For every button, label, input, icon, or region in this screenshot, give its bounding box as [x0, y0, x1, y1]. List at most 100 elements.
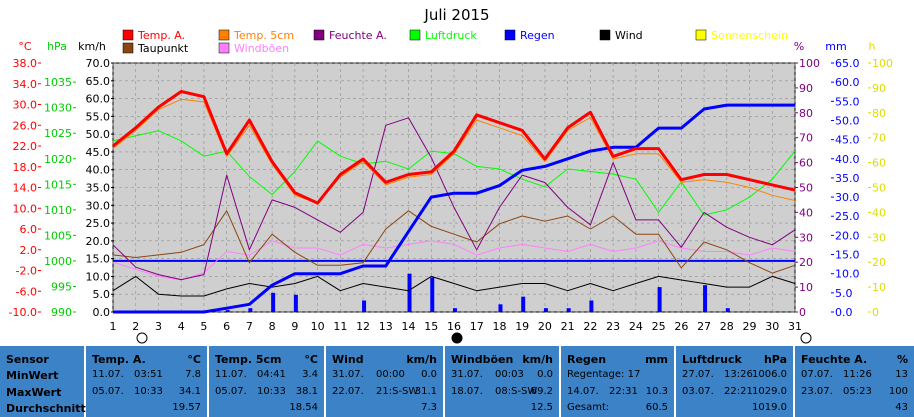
stats-row: MinWert	[6, 369, 78, 383]
stats-cell: 13:26	[724, 369, 753, 380]
axis-tick-label: 90	[799, 82, 813, 95]
rain-bar	[566, 308, 571, 312]
axis-tick-label: 0	[799, 306, 806, 319]
stats-cell: 22:31	[609, 386, 638, 397]
axis-tick-label: 25.0	[835, 210, 860, 223]
rain-bar	[293, 294, 298, 312]
axis-tick-label: 35.0	[86, 182, 111, 195]
stats-row-label: Durchschnitt	[6, 402, 86, 415]
x-tick-label: 13	[379, 320, 393, 333]
x-tick-label: 29	[743, 320, 757, 333]
stats-cell: 00:03	[495, 369, 524, 380]
stats-cell: 31.1	[414, 386, 437, 397]
weather-chart: Juli 2015°C38.034.030.026.022.018.014.01…	[9, 6, 893, 344]
axis-tick-label: 30.0	[13, 99, 38, 112]
legend-label: Sonnenschein	[711, 29, 788, 42]
x-tick-label: 11	[333, 320, 347, 333]
axis-tick-label: 14.0	[13, 182, 38, 195]
legend-swatch	[695, 29, 707, 41]
stats-unit: km/h	[522, 353, 553, 366]
stats-row: Regentage: 17	[567, 369, 668, 383]
full-moon-icon	[136, 332, 148, 344]
axis-tick-label: 45.0	[835, 134, 860, 147]
stats-cell: 14.07.	[567, 386, 599, 397]
x-tick-label: 23	[606, 320, 620, 333]
rain-bar	[407, 273, 412, 312]
stats-cell: Gesamt:	[567, 402, 610, 413]
x-tick-label: 17	[470, 320, 484, 333]
rain-bar	[521, 296, 526, 312]
stats-cell: 27.07.	[682, 369, 714, 380]
axis-tick-label: 60.0	[86, 93, 111, 106]
axis-tick-label: 45.0	[86, 146, 111, 159]
stats-unit: hPa	[763, 353, 787, 366]
axis-tick-label: 1030	[44, 102, 72, 115]
rain-bar	[271, 292, 276, 312]
axis-tick-label: 2.0	[20, 244, 38, 257]
axis-tick-label: 18.0	[13, 161, 38, 174]
stats-row-label: MaxWert	[6, 386, 62, 399]
axis-tick-label: 10.0	[86, 270, 111, 283]
rain-bar	[657, 287, 662, 312]
axis-tick-label: 34.0	[13, 78, 38, 91]
axis-tick-label: 1020	[44, 153, 72, 166]
axis-tick-label: 55.0	[835, 95, 860, 108]
axis-tick-label: 10	[799, 281, 813, 294]
axis-tick-label: 80	[799, 107, 813, 120]
x-tick-label: 26	[674, 320, 688, 333]
axis-tick-label: 30	[872, 231, 886, 244]
series-line	[112, 90, 796, 205]
stats-row: Durchschnitt	[6, 402, 86, 416]
stats-cell: 05.07.	[215, 386, 247, 397]
stats-cell: 04:41	[257, 369, 286, 380]
stats-cell: 34.1	[178, 386, 201, 397]
stats-row: 19.57	[92, 402, 201, 416]
axis-tick-label: 5.0	[835, 287, 853, 300]
stats-row: 11.07. 04:41 3.4	[215, 369, 318, 383]
axis-tick-label: 26.0	[13, 119, 38, 132]
x-tick-label: 22	[583, 320, 597, 333]
axis-tick-label: 60	[799, 157, 813, 170]
stats-cell: 08:S-SW	[495, 386, 538, 397]
axis-tick-label: 25.0	[86, 217, 111, 230]
axis-tick-label: 50.0	[835, 114, 860, 127]
stats-cell: 7.3	[421, 402, 437, 413]
axis-label: mm	[825, 40, 846, 53]
x-tick-label: 16	[447, 320, 461, 333]
stats-cell: 07.07.	[801, 369, 833, 380]
axis-tick-label: 80	[872, 107, 886, 120]
stats-row: 05.07. 10:33 34.1	[92, 386, 201, 400]
stats-row: 12.5	[451, 402, 553, 416]
stats-column-gusts: Windböen km/h 31.07. 00:03 0.0 18.07. 08:S-SW 6…	[445, 346, 559, 417]
stats-cell: 43	[895, 402, 908, 413]
rain-bar	[362, 300, 367, 312]
x-tick-label: 31	[788, 320, 802, 333]
legend-swatch	[122, 29, 134, 41]
x-tick-label: 9	[291, 320, 298, 333]
stats-cell: 03.07.	[682, 386, 714, 397]
plot-area	[112, 62, 796, 313]
stats-row: 18.07. 08:S-SW 69.2	[451, 386, 553, 400]
stats-cell: 05:23	[843, 386, 872, 397]
axis-label: h	[869, 40, 876, 53]
x-tick-label: 14	[402, 320, 416, 333]
legend-label: Temp. 5cm	[233, 29, 294, 42]
stats-cell: 10:33	[257, 386, 286, 397]
x-tick-label: 15	[424, 320, 438, 333]
x-tick-label: 4	[178, 320, 185, 333]
stats-cell: 100	[888, 386, 908, 397]
x-tick-label: 12	[356, 320, 370, 333]
legend-swatch	[122, 42, 134, 54]
stats-cell: 7.8	[185, 369, 201, 380]
stats-cell: 19.57	[172, 402, 201, 413]
rain-bar	[725, 308, 730, 312]
stats-cell: 3.4	[302, 369, 318, 380]
stats-row: 31.07. 00:00 0.0	[332, 369, 437, 383]
stats-cell: 1006.0	[752, 369, 787, 380]
axis-tick-label: 60.0	[835, 76, 860, 89]
axis-tick-label: -10.0	[9, 306, 37, 319]
axis-label: %	[794, 40, 804, 53]
axis-tick-label: 70	[799, 132, 813, 145]
stats-header: Sensor	[6, 353, 49, 366]
axis-tick-label: 0.0	[93, 306, 111, 319]
